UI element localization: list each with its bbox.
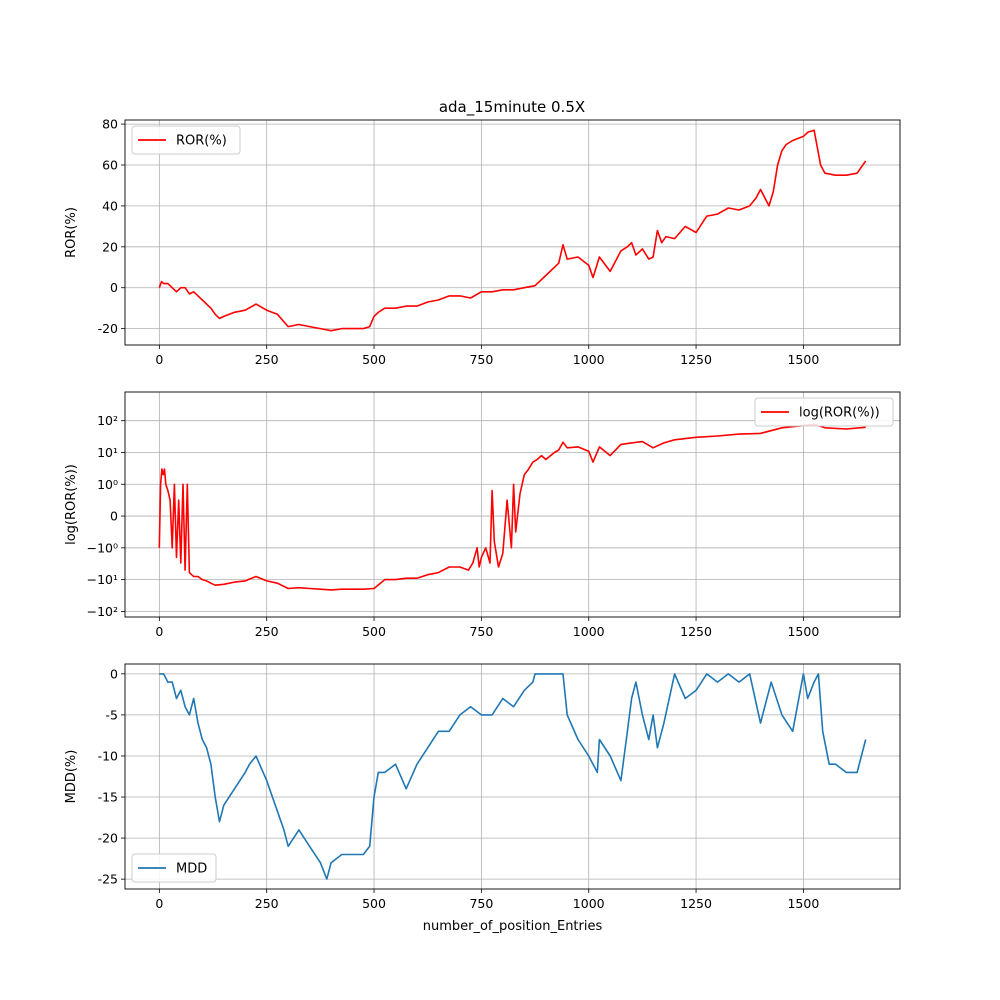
x-tick-label: 500: [362, 624, 386, 639]
legend: ROR(%): [131, 125, 241, 155]
x-axis-label: number_of_position_Entries: [423, 919, 603, 934]
series-line-logror: [158, 423, 866, 591]
legend-label: log(ROR(%)): [799, 406, 880, 421]
legend-box: [131, 125, 241, 155]
y-tick-label: 0: [110, 509, 118, 524]
x-tick-label: 0: [155, 896, 163, 911]
x-tick-label: 0: [155, 624, 163, 639]
x-tick-label: 1500: [787, 896, 819, 911]
chart-title: ada_15minute 0.5X: [439, 98, 585, 117]
x-tick-label: 1500: [787, 352, 819, 367]
y-tick-label: −10¹: [87, 572, 118, 587]
y-tick-label: −10²: [87, 604, 118, 619]
panel-logror: 0 250 500 750 1000 1250 1500 10² 10¹ 10⁰ 0 −10⁰ −10¹…: [64, 391, 901, 639]
y-axis-label: log(ROR(%)): [64, 464, 79, 545]
panel-ror: 0 250 500 750 1000 1250 1500 -20 0 20 40 60 80 ROR(%)…: [64, 117, 901, 367]
x-tick-label: 750: [469, 896, 493, 911]
legend-label: ROR(%): [176, 134, 227, 149]
legend: MDD: [131, 853, 217, 883]
y-tick-label: 80: [102, 117, 118, 132]
x-tick-label: 1250: [680, 624, 712, 639]
series-line-mdd: [159, 673, 867, 880]
y-tick-label: 10⁰: [97, 477, 118, 492]
y-tick-label: -25: [98, 872, 118, 887]
x-tick-label: 750: [469, 352, 493, 367]
y-tick-label: −10⁰: [87, 540, 118, 555]
y-tick-label: 60: [102, 158, 118, 173]
y-tick-label: 10²: [97, 413, 118, 428]
y-tick-label: -10: [98, 748, 118, 763]
panel-mdd: 0 250 500 750 1000 1250 1500 0 -5 -10 -15 -20 -25 MDD…: [64, 663, 901, 934]
x-tick-label: 1500: [787, 624, 819, 639]
x-tick-label: 500: [362, 896, 386, 911]
x-tick-label: 0: [155, 352, 163, 367]
x-tick-label: 250: [255, 352, 279, 367]
axes-frame: [124, 663, 901, 890]
x-tick-label: 1000: [573, 624, 605, 639]
panels: 0 250 500 750 1000 1250 1500 -20 0 20 40 60 80 ROR(%)…: [64, 117, 901, 934]
axes-frame: [124, 391, 901, 618]
y-tick-label: 0: [110, 280, 118, 295]
x-tick-label: 250: [255, 896, 279, 911]
y-axis-label: ROR(%): [64, 207, 79, 258]
legend-label: MDD: [176, 862, 207, 877]
y-tick-label: 0: [110, 666, 118, 681]
y-tick-label: -5: [106, 707, 118, 722]
y-tick-label: -15: [98, 790, 118, 805]
y-axis-label: MDD(%): [64, 750, 79, 804]
legend-box: [131, 853, 217, 883]
y-tick-label: 40: [102, 198, 118, 213]
x-tick-label: 1000: [573, 896, 605, 911]
axes-frame: [124, 119, 901, 346]
y-tick-label: 10¹: [97, 445, 118, 460]
series-line-ror: [158, 129, 867, 332]
y-tick-label: 20: [102, 239, 118, 254]
y-tick-label: -20: [98, 831, 118, 846]
x-tick-label: 1250: [680, 896, 712, 911]
x-tick-label: 750: [469, 624, 493, 639]
x-tick-label: 250: [255, 624, 279, 639]
legend: log(ROR(%)): [754, 397, 894, 427]
x-tick-label: 500: [362, 352, 386, 367]
x-tick-label: 1250: [680, 352, 712, 367]
x-tick-label: 1000: [573, 352, 605, 367]
legend-box: [754, 397, 894, 427]
y-tick-label: -20: [98, 321, 118, 336]
